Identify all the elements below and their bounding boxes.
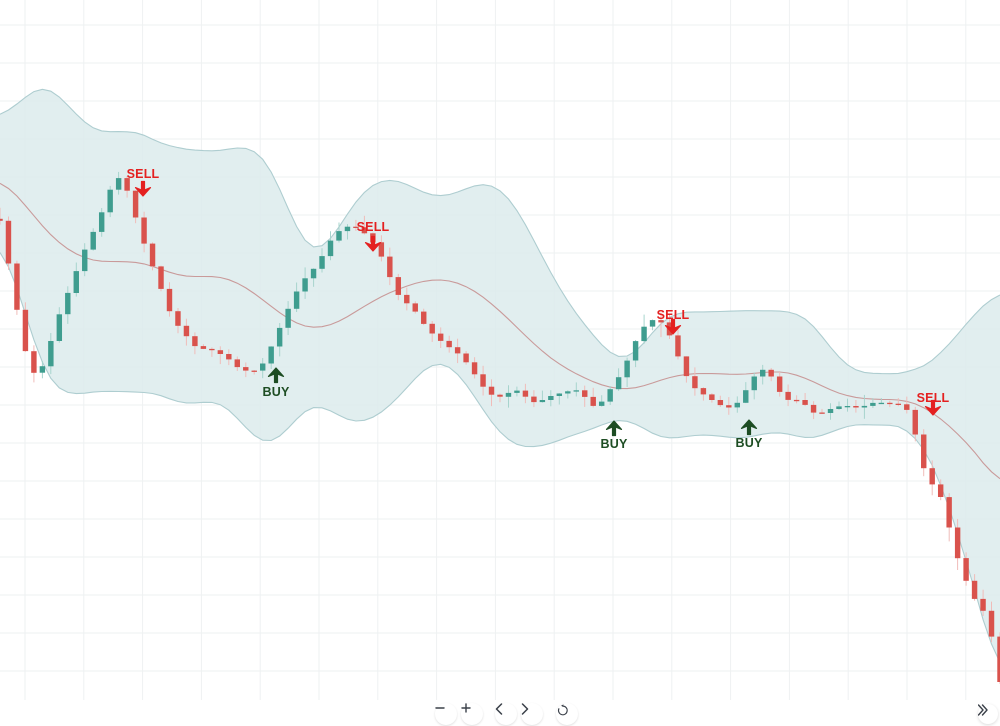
svg-text:BUY: BUY [601,437,628,451]
svg-text:SELL: SELL [357,220,390,234]
svg-text:BUY: BUY [263,385,290,399]
svg-text:SELL: SELL [127,167,160,181]
svg-text:BUY: BUY [736,436,763,450]
